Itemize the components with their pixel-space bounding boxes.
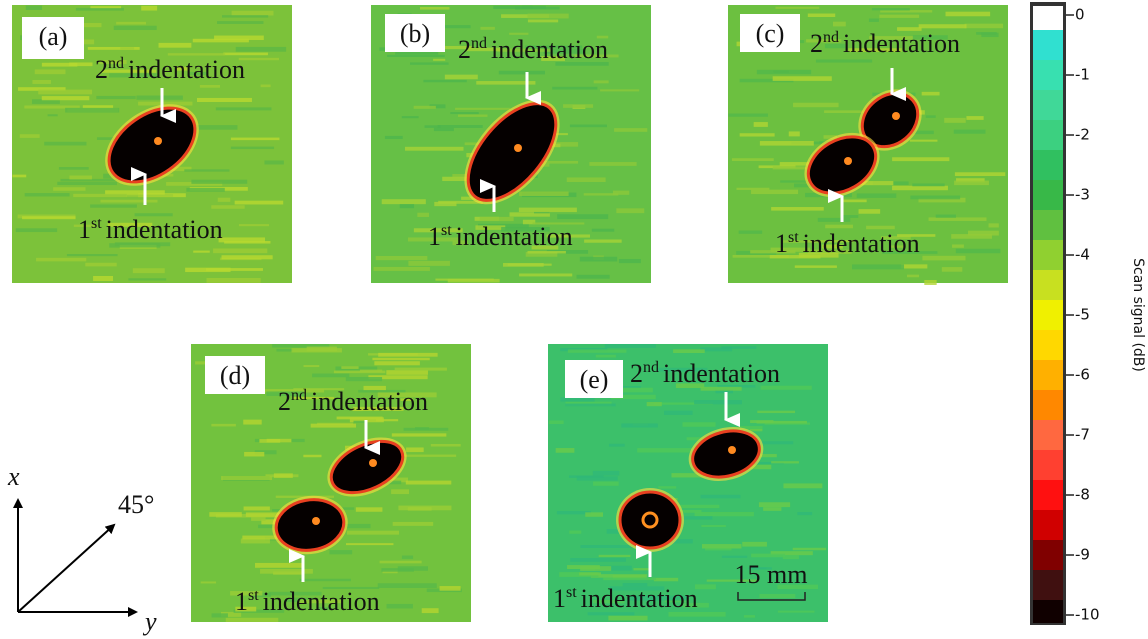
ordinal: 1 bbox=[775, 229, 788, 258]
colorbar-tick-label: -10 bbox=[1075, 606, 1100, 624]
indentation-text: indentation bbox=[581, 584, 698, 613]
ordinal-suffix: nd bbox=[643, 359, 659, 376]
colorbar: 0 -1 -2 -3 -4 -5 -6 -7 -8 -9 -10 Scan signal (dB) bbox=[1030, 2, 1146, 625]
indentation-text: indentation bbox=[491, 35, 608, 64]
colorbar-tick-label: -5 bbox=[1075, 306, 1090, 324]
indentation-blob bbox=[620, 492, 680, 548]
indentation-text: indentation bbox=[663, 359, 780, 388]
ordinal: 2 bbox=[458, 35, 471, 64]
indentation-text: indentation bbox=[311, 387, 428, 416]
ordinal: 1 bbox=[235, 587, 248, 616]
colorbar-tick-label: -2 bbox=[1075, 126, 1090, 144]
colorbar-tick-label: -9 bbox=[1075, 546, 1090, 564]
ordinal-suffix: st bbox=[788, 229, 799, 246]
ordinal-suffix: nd bbox=[471, 35, 487, 52]
scale-bar-label: 15 mm bbox=[735, 560, 808, 589]
ordinal-suffix: nd bbox=[108, 55, 124, 72]
ordinal-suffix: nd bbox=[823, 29, 839, 46]
ordinal-suffix: st bbox=[566, 584, 577, 601]
panel-label: (d) bbox=[220, 361, 250, 390]
panel-label: (e) bbox=[580, 365, 609, 394]
colorbar-tick-label: -4 bbox=[1075, 246, 1090, 264]
colorbar-tick-label: -6 bbox=[1075, 366, 1090, 384]
colorbar-tick-label: -3 bbox=[1075, 186, 1090, 204]
axis-y-label: y bbox=[142, 607, 157, 636]
panel-label: (c) bbox=[756, 19, 785, 48]
ordinal-suffix: nd bbox=[291, 387, 307, 404]
indentation-text: indentation bbox=[843, 29, 960, 58]
colorbar-title: Scan signal (dB) bbox=[1130, 258, 1146, 372]
axis-triad: x y 45° bbox=[7, 462, 157, 636]
ordinal-suffix: st bbox=[441, 222, 452, 239]
indentation-text: indentation bbox=[106, 215, 223, 244]
ordinal: 2 bbox=[810, 29, 823, 58]
ordinal-suffix: st bbox=[91, 215, 102, 232]
panel-label: (a) bbox=[39, 22, 68, 51]
ordinal: 1 bbox=[553, 584, 566, 613]
indentation-text: indentation bbox=[456, 222, 573, 251]
ordinal: 2 bbox=[95, 55, 108, 84]
angle-label: 45° bbox=[118, 490, 154, 519]
panel-label: (b) bbox=[400, 19, 430, 48]
ordinal: 2 bbox=[278, 387, 291, 416]
ordinal: 1 bbox=[428, 222, 441, 251]
indentation-text: indentation bbox=[263, 587, 380, 616]
colorbar-tick-label: -1 bbox=[1075, 66, 1090, 84]
indentation-text: indentation bbox=[128, 55, 245, 84]
colorbar-tick-label: -8 bbox=[1075, 486, 1090, 504]
colorbar-tick-label: 0 bbox=[1075, 6, 1085, 24]
ordinal-suffix: st bbox=[248, 587, 259, 604]
indentation-text: indentation bbox=[803, 229, 920, 258]
axis-x-label: x bbox=[7, 462, 20, 491]
figure: x y 45° (a)2ndindentation1stindentation(… bbox=[0, 0, 1148, 639]
colorbar-tick-label: -7 bbox=[1075, 426, 1090, 444]
ordinal: 1 bbox=[78, 215, 91, 244]
ordinal: 2 bbox=[630, 359, 643, 388]
